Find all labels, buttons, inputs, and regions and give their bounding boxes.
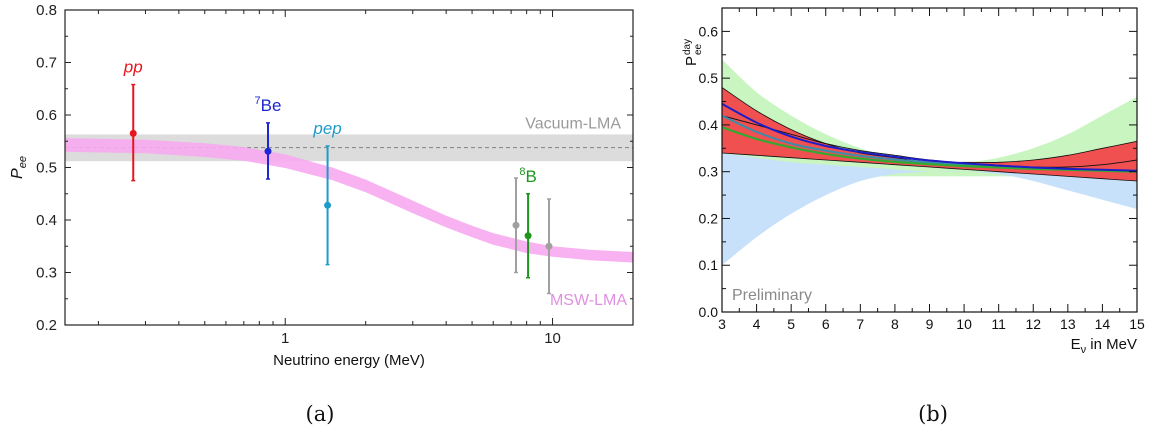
- panel-a-ytick-label: 0.7: [36, 55, 57, 72]
- panel-b-ytick-label: 0.6: [699, 23, 719, 39]
- be7-point: [264, 147, 272, 155]
- panel-a-x-axis-label: Neutrino energy (MeV): [273, 352, 425, 369]
- pep-point: [324, 201, 332, 209]
- panel-a-y-axis-label: Pee: [9, 156, 29, 179]
- panel-b-y-axis-label: P day ee: [682, 39, 704, 66]
- panel-b-xtick-label: 13: [1060, 316, 1076, 332]
- panel-a-xtick-label: 10: [544, 330, 561, 347]
- panel-b-xtick-label: 6: [822, 316, 830, 332]
- panel-a-ytick-label: 0.5: [36, 160, 57, 177]
- panel-a-caption: (a): [306, 402, 335, 426]
- panel-a-ytick-label: 0.8: [36, 2, 57, 19]
- panel-b-xtick-label: 12: [1025, 316, 1041, 332]
- panel-a-y-axis-label-main: P: [9, 168, 26, 179]
- b8-label: 8B: [519, 166, 536, 186]
- panel-b-caption: (b): [918, 402, 948, 426]
- pep-label: pep: [312, 119, 341, 138]
- panel-b-x-axis-label: Eν in MeV: [1071, 336, 1137, 356]
- panel-b-xtick-label: 5: [787, 316, 795, 332]
- panel-b-x-axis-label-main: E: [1071, 336, 1081, 353]
- panel-b-xtick-label: 4: [753, 316, 761, 332]
- be7-label-sup: 7: [255, 95, 261, 107]
- panel-b-x-axis-label-suffix: in MeV: [1086, 336, 1137, 353]
- panel-b: 3 4 5 6 7 8 9 10 11 12 13 14 15 0.0 0.1 0.2 0.3 0.4 0.5 0.6…: [682, 7, 1145, 426]
- panel-a-xtick-label: 1: [281, 330, 289, 347]
- blue-curve: [722, 103, 1137, 172]
- panel-a: Vacuum-LMA MSW-LMA pp 7Be pep 8B 0.2 0.3 0.4 0…: [9, 2, 634, 426]
- msw-lma-label: MSW-LMA: [550, 292, 627, 309]
- panel-b-xtick-label: 7: [856, 316, 864, 332]
- be7-label: 7Be: [255, 95, 282, 115]
- pp-point: [129, 129, 137, 137]
- b8-label-sup: 8: [519, 166, 525, 178]
- vacuum-lma-label: Vacuum-LMA: [525, 115, 621, 132]
- b8-label-main: B: [525, 167, 536, 186]
- panel-b-ytick-label: 0.3: [699, 164, 719, 180]
- b8-point: [524, 232, 532, 240]
- panel-b-ytick-label: 0.2: [699, 210, 719, 226]
- panel-a-y-axis-label-sub: ee: [17, 156, 29, 168]
- b8-grey-2-point: [545, 242, 553, 250]
- panel-b-xtick-label: 3: [718, 316, 726, 332]
- panel-a-ytick-label: 0.3: [36, 265, 57, 282]
- panel-b-xtick-label: 14: [1095, 316, 1111, 332]
- panel-b-ytick-label: 0.0: [699, 304, 719, 320]
- b8-grey-1-point: [512, 221, 520, 229]
- panel-b-x-axis-label-sub: ν: [1081, 344, 1087, 356]
- panel-b-xtick-label: 15: [1129, 316, 1145, 332]
- panel-b-ytick-label: 0.4: [699, 117, 719, 133]
- blue-band: [722, 153, 1137, 266]
- pp-label: pp: [123, 58, 143, 77]
- be7-label-main: Be: [261, 96, 282, 115]
- panel-b-ytick-label: 0.1: [699, 257, 719, 273]
- preliminary-annotation: Preliminary: [732, 287, 812, 304]
- panel-b-y-axis-label-sup: day: [682, 39, 693, 55]
- panel-a-frame: [64, 9, 634, 326]
- panel-b-xtick-label: 11: [991, 316, 1006, 332]
- panel-b-xtick-label: 10: [956, 316, 972, 332]
- panel-b-ytick-label: 0.5: [699, 70, 719, 86]
- panel-b-xtick-label: 9: [926, 316, 934, 332]
- msw-lma-band: [65, 138, 633, 263]
- panel-b-y-axis-label-main: P: [683, 56, 700, 66]
- panel-a-ytick-label: 0.4: [36, 212, 57, 229]
- panel-a-ytick-label: 0.2: [36, 317, 57, 334]
- panel-a-ytick-label: 0.6: [36, 107, 57, 124]
- panel-b-y-axis-label-sub: ee: [693, 43, 704, 55]
- panel-b-xtick-label: 8: [891, 316, 899, 332]
